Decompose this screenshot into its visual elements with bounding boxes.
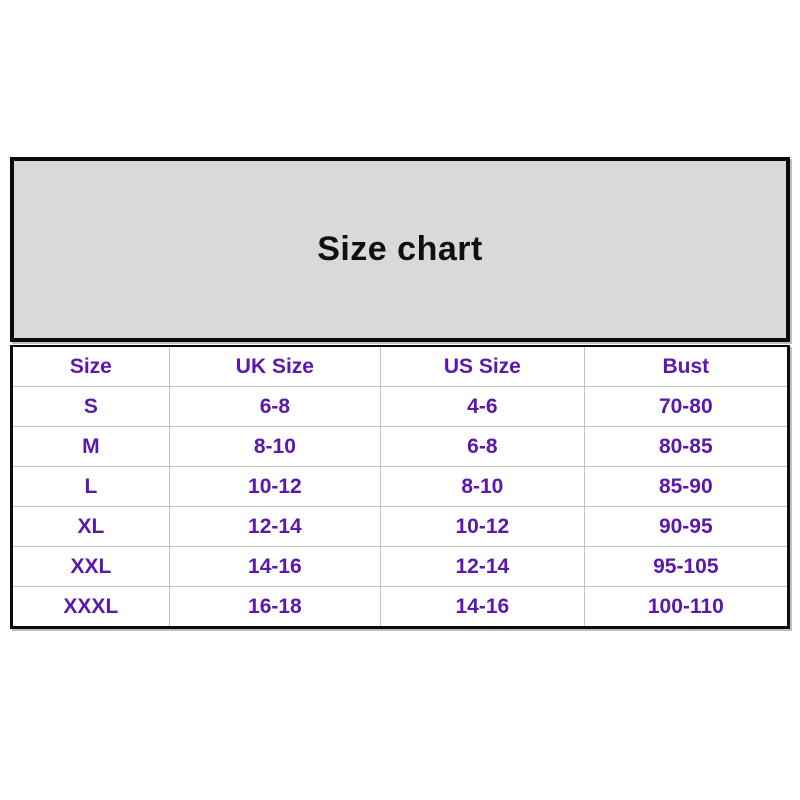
size-cell: L: [11, 466, 170, 507]
table-row-xxl: XXL 14-16 12-14 95-105: [11, 546, 790, 587]
table-row-s: S 6-8 4-6 70-80: [11, 386, 790, 427]
uk-size-cell: 8-10: [168, 426, 382, 467]
table-row-xxxl: XXXL 16-18 14-16 100-110: [11, 586, 790, 628]
us-size-cell: 6-8: [380, 426, 585, 467]
uk-size-cell: 14-16: [168, 546, 382, 587]
size-cell: XXXL: [11, 586, 170, 628]
size-cell: XXL: [11, 546, 170, 587]
size-cell: S: [11, 386, 170, 427]
column-header-size: Size: [11, 345, 170, 387]
size-cell: M: [11, 426, 170, 467]
bust-cell: 85-90: [583, 466, 790, 507]
uk-size-cell: 6-8: [168, 386, 382, 427]
table-header-row: Size UK Size US Size Bust: [11, 345, 790, 387]
uk-size-cell: 10-12: [168, 466, 382, 507]
table-row-xl: XL 12-14 10-12 90-95: [11, 506, 790, 547]
title-banner: Size chart: [10, 157, 790, 342]
bust-cell: 100-110: [583, 586, 790, 628]
column-header-us-size: US Size: [380, 345, 585, 387]
bust-cell: 80-85: [583, 426, 790, 467]
table-row-m: M 8-10 6-8 80-85: [11, 426, 790, 467]
us-size-cell: 12-14: [380, 546, 585, 587]
us-size-cell: 8-10: [380, 466, 585, 507]
column-header-bust: Bust: [583, 345, 790, 387]
uk-size-cell: 12-14: [168, 506, 382, 547]
us-size-cell: 4-6: [380, 386, 585, 427]
us-size-cell: 10-12: [380, 506, 585, 547]
page-title: Size chart: [317, 230, 483, 268]
table-row-l: L 10-12 8-10 85-90: [11, 466, 790, 507]
uk-size-cell: 16-18: [168, 586, 382, 628]
column-header-uk-size: UK Size: [168, 345, 382, 387]
bust-cell: 90-95: [583, 506, 790, 547]
bust-cell: 95-105: [583, 546, 790, 587]
us-size-cell: 14-16: [380, 586, 585, 628]
bust-cell: 70-80: [583, 386, 790, 427]
size-table: Size UK Size US Size Bust S 6-8 4-6 70-8…: [10, 345, 790, 629]
size-cell: XL: [11, 506, 170, 547]
